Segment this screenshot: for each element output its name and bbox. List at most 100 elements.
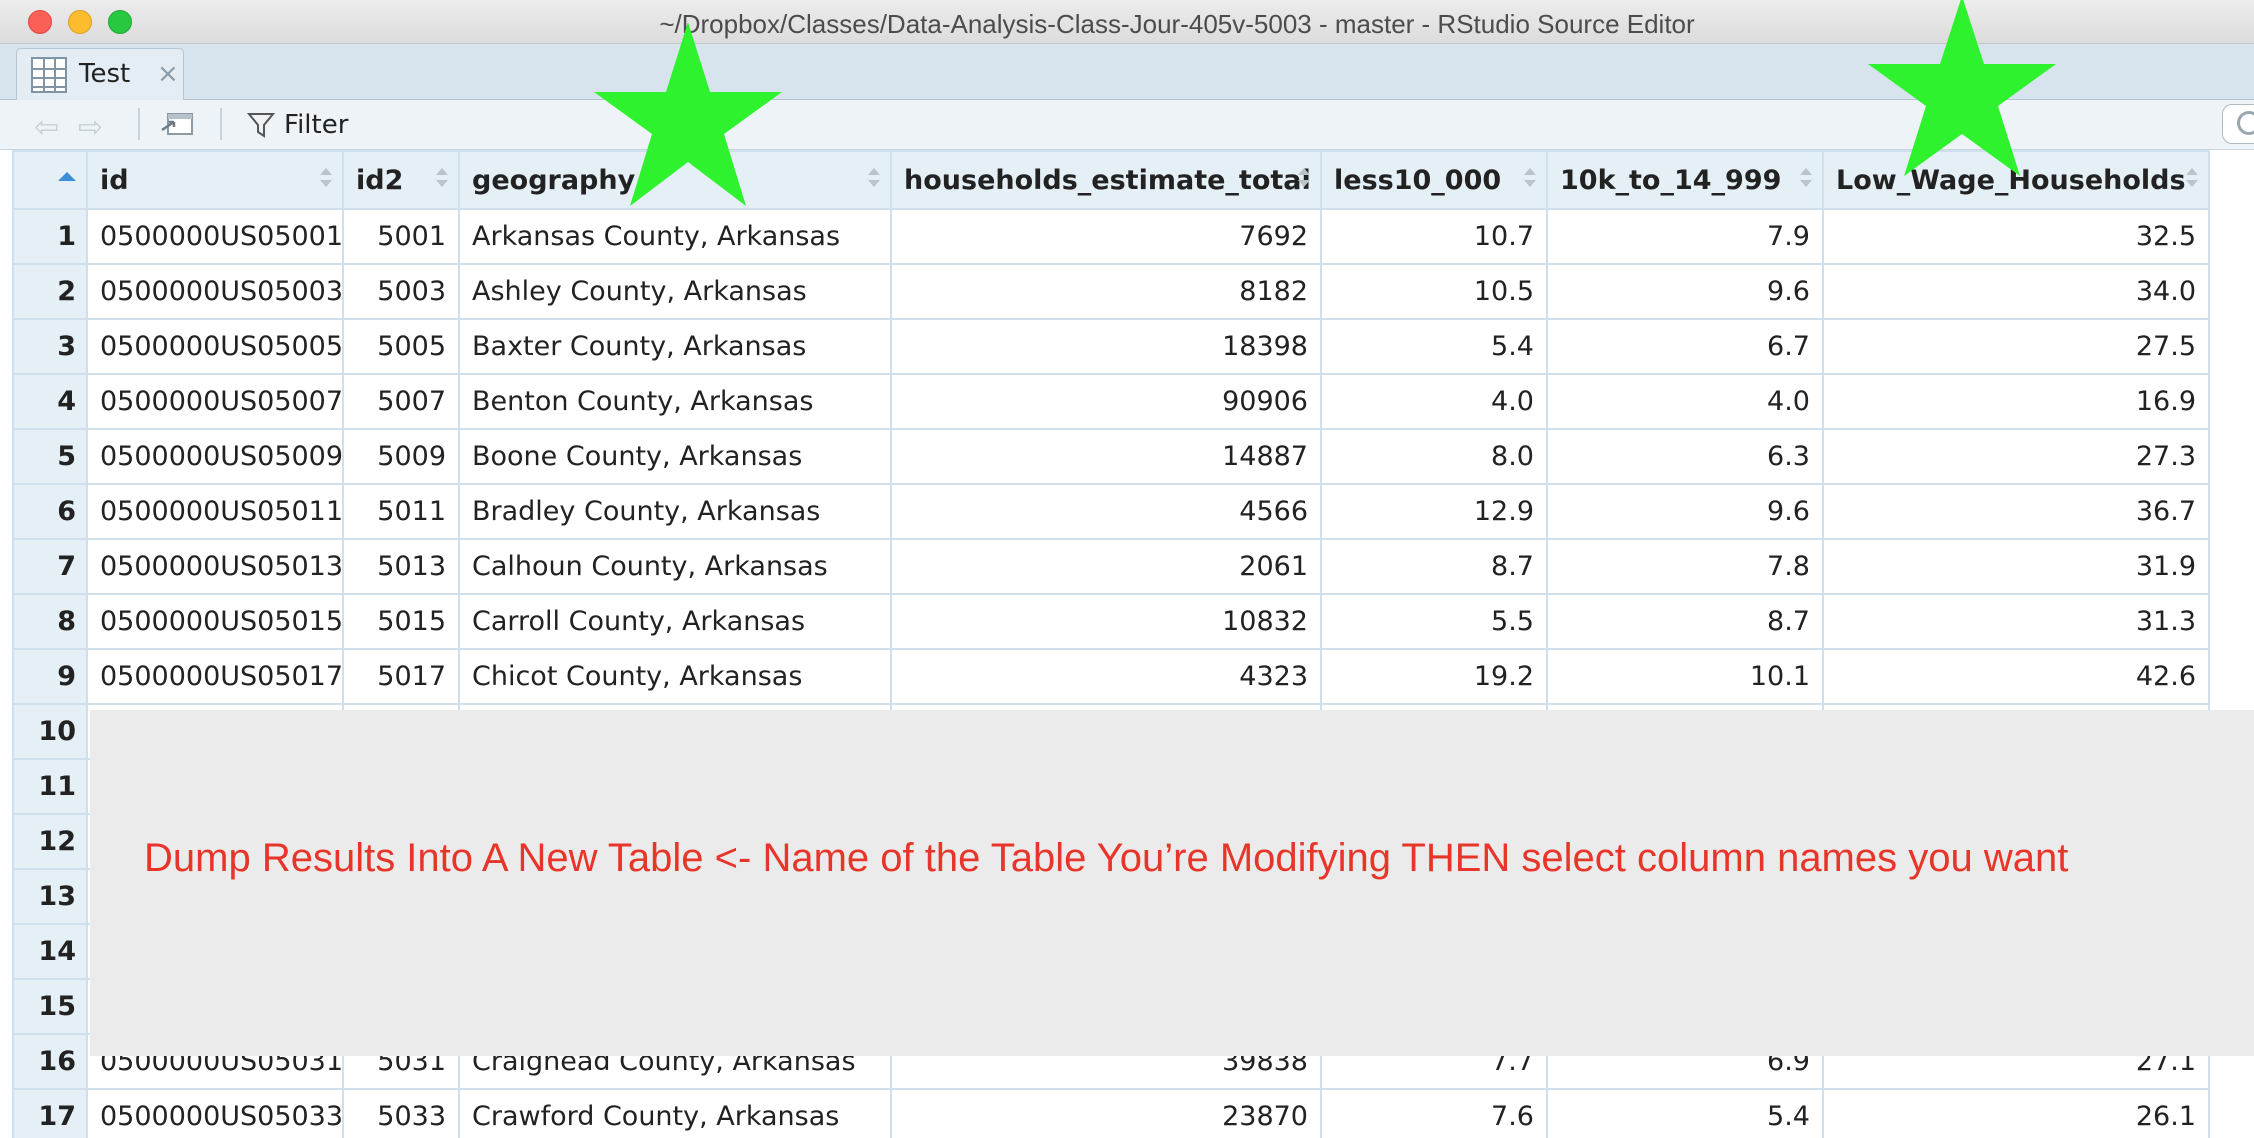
cell-low-wage-households: 32.5 [1822,208,2210,265]
cell-id2: 5005 [342,318,460,375]
column-header-id[interactable]: id [86,150,344,210]
star-shape [1868,0,2056,176]
table-row[interactable]: 9 0500000US05017 5017 Chicot County, Arkans… [12,648,2210,705]
row-number: 5 [12,428,88,485]
toolbar-divider [138,108,140,140]
column-label: Low_Wage_Households [1836,164,2186,196]
cell-households-estimate-total: 8182 [890,263,1322,320]
cell-id: 0500000US05005 [86,318,344,375]
data-viewer-toolbar: ⇦ ⇨ Filter [0,100,2254,150]
cell-less10-000: 8.0 [1320,428,1548,485]
row-number: 15 [12,978,88,1035]
cell-id2: 5013 [342,538,460,595]
cell-id: 0500000US05003 [86,263,344,320]
cell-id2: 5011 [342,483,460,540]
row-number: 9 [12,648,88,705]
cell-id2: 5009 [342,428,460,485]
row-number: 10 [12,703,88,760]
table-row[interactable]: 8 0500000US05015 5015 Carroll County, Arkan… [12,593,2210,650]
star-shape [594,22,782,206]
cell-households-estimate-total: 14887 [890,428,1322,485]
cell-less10-000: 7.6 [1320,1088,1548,1138]
filter-label: Filter [284,110,349,140]
column-header-id2[interactable]: id2 [342,150,460,210]
table-row[interactable]: 6 0500000US05011 5011 Bradley County, Arkan… [12,483,2210,540]
table-row[interactable]: 17 0500000US05033 5033 Crawford County, Ark… [12,1088,2210,1138]
cell-id: 0500000US05015 [86,593,344,650]
column-header-low-wage-households[interactable]: Low_Wage_Households [1822,150,2210,210]
row-number: 4 [12,373,88,430]
forward-arrow-icon[interactable]: ⇨ [78,110,104,145]
cell-households-estimate-total: 90906 [890,373,1322,430]
window-title-bar: ~/Dropbox/Classes/Data-Analysis-Class-Jo… [0,0,2254,44]
cell-10k-to-14-999: 6.3 [1546,428,1824,485]
export-window-icon[interactable] [160,110,196,138]
table-row[interactable]: 7 0500000US05013 5013 Calhoun County, Arkan… [12,538,2210,595]
row-number: 8 [12,593,88,650]
cell-less10-000: 8.7 [1320,538,1548,595]
window-title: ~/Dropbox/Classes/Data-Analysis-Class-Jo… [659,9,1695,39]
row-number: 17 [12,1088,88,1138]
cell-10k-to-14-999: 9.6 [1546,483,1824,540]
cell-10k-to-14-999: 5.4 [1546,1088,1824,1138]
column-header-households-estimate-total[interactable]: households_estimate_total [890,150,1322,210]
column-header-10k-to-14-999[interactable]: 10k_to_14_999 [1546,150,1824,210]
tab-strip: Test × [0,44,2254,100]
tab-close-icon[interactable]: × [157,59,179,89]
cell-geography: Chicot County, Arkansas [458,648,892,705]
row-number: 11 [12,758,88,815]
cell-10k-to-14-999: 7.9 [1546,208,1824,265]
search-input[interactable] [2222,104,2254,144]
green-star-icon [1868,0,2056,176]
sort-icon [434,162,448,194]
table-row[interactable]: 5 0500000US05009 5009 Boone County, Arkansa… [12,428,2210,485]
row-number: 12 [12,813,88,870]
table-row[interactable]: 3 0500000US05005 5005 Baxter County, Arkans… [12,318,2210,375]
cell-low-wage-households: 27.3 [1822,428,2210,485]
cell-low-wage-households: 31.9 [1822,538,2210,595]
cell-households-estimate-total: 18398 [890,318,1322,375]
row-number: 1 [12,208,88,265]
table-row[interactable]: 4 0500000US05007 5007 Benton County, Arkans… [12,373,2210,430]
column-label: less10_000 [1334,164,1502,196]
cell-id: 0500000US05013 [86,538,344,595]
sort-icon [2184,162,2198,194]
cell-geography: Ashley County, Arkansas [458,263,892,320]
cell-10k-to-14-999: 10.1 [1546,648,1824,705]
back-arrow-icon[interactable]: ⇦ [34,110,60,145]
minimize-window-button[interactable] [68,10,92,34]
cell-households-estimate-total: 4323 [890,648,1322,705]
cell-less10-000: 10.5 [1320,263,1548,320]
row-number: 13 [12,868,88,925]
tab-test[interactable]: Test × [16,48,184,100]
sort-icon [866,162,880,194]
table-row[interactable]: 2 0500000US05003 5003 Ashley County, Arkans… [12,263,2210,320]
cell-households-estimate-total: 10832 [890,593,1322,650]
column-header-less10-000[interactable]: less10_000 [1320,150,1548,210]
cell-id2: 5007 [342,373,460,430]
close-window-button[interactable] [28,10,52,34]
cell-10k-to-14-999: 6.7 [1546,318,1824,375]
cell-less10-000: 5.5 [1320,593,1548,650]
annotation-overlay: Dump Results Into A New Table <- Name of… [90,710,2254,1056]
zoom-window-button[interactable] [108,10,132,34]
cell-geography: Benton County, Arkansas [458,373,892,430]
table-row[interactable]: 1 0500000US05001 5001 Arkansas County, Arka… [12,208,2210,265]
row-number: 14 [12,923,88,980]
tab-label: Test [79,59,131,89]
cell-low-wage-households: 31.3 [1822,593,2210,650]
cell-less10-000: 5.4 [1320,318,1548,375]
cell-id2: 5017 [342,648,460,705]
cell-geography: Boone County, Arkansas [458,428,892,485]
row-number: 3 [12,318,88,375]
cell-id: 0500000US05009 [86,428,344,485]
row-number-header[interactable] [12,150,88,210]
column-label: id [100,164,129,196]
cell-10k-to-14-999: 8.7 [1546,593,1824,650]
cell-id2: 5001 [342,208,460,265]
cell-10k-to-14-999: 9.6 [1546,263,1824,320]
cell-less10-000: 19.2 [1320,648,1548,705]
cell-id: 0500000US05017 [86,648,344,705]
cell-low-wage-households: 16.9 [1822,373,2210,430]
row-number: 6 [12,483,88,540]
